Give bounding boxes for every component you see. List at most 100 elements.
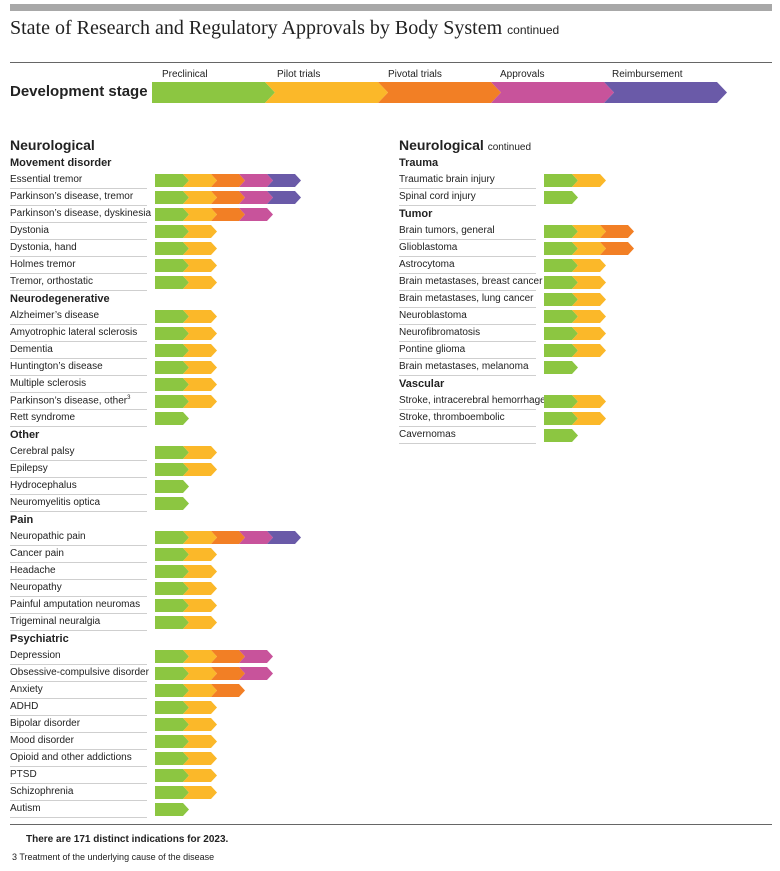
stage-arrow-shape: [152, 82, 275, 103]
stage-progress: [544, 412, 606, 425]
stage-segment: [267, 174, 301, 187]
stage-progress: [155, 599, 217, 612]
stage-segment: [155, 344, 189, 357]
stage-progress: [155, 446, 217, 459]
indication-label: Neuropathy: [10, 582, 62, 593]
stage-segment: [183, 327, 217, 340]
stage-progress: [544, 276, 606, 289]
indication-label: Brain metastases, breast cancer: [399, 276, 542, 287]
indication-label: Brain tumors, general: [399, 225, 495, 236]
stage-segment: [155, 667, 189, 680]
indication-label-text: Pontine glioma: [399, 344, 466, 355]
category-header: Neurodegenerative: [10, 293, 110, 305]
stage-progress: [544, 225, 634, 238]
row-separator: [10, 341, 147, 342]
indication-label-text: Dystonia, hand: [10, 242, 77, 253]
row-separator: [10, 715, 147, 716]
row-separator: [10, 766, 147, 767]
stage-progress: [155, 650, 273, 663]
indication-row: Depression: [10, 648, 315, 665]
indication-label-text: Brain metastases, lung cancer: [399, 293, 534, 304]
indication-row: Anxiety: [10, 682, 315, 699]
row-separator: [399, 426, 536, 427]
stage-segment: [155, 684, 189, 697]
development-stage-label: Development stage: [10, 83, 148, 100]
stage-segment: [155, 208, 189, 221]
stage-segment: [183, 378, 217, 391]
indication-label: Astrocytoma: [399, 259, 455, 270]
indication-label: Neuromyelitis optica: [10, 497, 100, 508]
indication-row: Hydrocephalus: [10, 478, 315, 495]
indication-label: Alzheimer’s disease: [10, 310, 99, 321]
stage-segment: [544, 259, 578, 272]
stage-segment: [544, 429, 578, 442]
stage-segment: [155, 735, 189, 748]
stage-arrow: [604, 82, 727, 103]
stage-segment: [155, 650, 189, 663]
stage-progress: [155, 191, 301, 204]
stage-segment: [183, 191, 217, 204]
right-section-title: Neurological continued: [399, 137, 531, 153]
stage-segment: [183, 463, 217, 476]
stage-label: Preclinical: [162, 69, 208, 80]
stage-segment: [544, 174, 578, 187]
row-separator: [399, 205, 536, 206]
indication-label: Cerebral palsy: [10, 446, 74, 457]
stage-arrow-shape: [491, 82, 614, 103]
stage-progress: [544, 242, 634, 255]
indication-row: Mood disorder: [10, 733, 315, 750]
indication-label: Trigeminal neuralgia: [10, 616, 100, 627]
stage-progress: [544, 429, 578, 442]
stage-segment: [183, 208, 217, 221]
stage-segment: [155, 395, 189, 408]
indication-label-text: Headache: [10, 565, 56, 576]
left-section-title: Neurological: [10, 137, 95, 153]
row-separator: [399, 256, 536, 257]
stage-segment: [155, 191, 189, 204]
indication-label: Anxiety: [10, 684, 43, 695]
stage-progress: [155, 378, 217, 391]
indication-label: Dementia: [10, 344, 53, 355]
indication-label-text: Parkinson’s disease, other: [10, 395, 128, 407]
category-header: Vascular: [399, 378, 445, 390]
indication-row: Dystonia, hand: [10, 240, 315, 257]
stage-progress: [155, 582, 217, 595]
category-header: Movement disorder: [10, 157, 112, 169]
row-separator: [10, 511, 147, 512]
row-separator: [399, 375, 536, 376]
indication-row: Parkinson’s disease, other3: [10, 393, 315, 410]
stage-arrow-shape: [378, 82, 501, 103]
indication-label-text: Glioblastoma: [399, 242, 458, 253]
indication-label-text: Multiple sclerosis: [10, 378, 87, 389]
page-title: State of Research and Regulatory Approva…: [10, 17, 559, 40]
indication-row: Tremor, orthostatic: [10, 274, 315, 291]
stage-segment: [183, 718, 217, 731]
stage-segment: [183, 174, 217, 187]
indication-label-text: Parkinson’s disease, dyskinesia: [10, 208, 152, 219]
indication-label: Spinal cord injury: [399, 191, 476, 202]
stage-segment: [155, 242, 189, 255]
stage-progress: [544, 259, 606, 272]
stage-segment: [155, 548, 189, 561]
stage-segment: [155, 259, 189, 272]
indication-row: Rett syndrome: [10, 410, 315, 427]
indication-label-text: Astrocytoma: [399, 259, 455, 270]
stage-segment: [544, 242, 578, 255]
stage-progress: [155, 718, 217, 731]
row-separator: [10, 749, 147, 750]
indication-row: Amyotrophic lateral sclerosis: [10, 325, 315, 342]
indication-label-text: Dystonia: [10, 225, 49, 236]
indication-label: Depression: [10, 650, 61, 661]
stage-segment: [211, 684, 245, 697]
footnote-marker: 3: [127, 395, 131, 401]
stage-segment: [544, 293, 578, 306]
stage-segment: [544, 225, 578, 238]
indication-label-text: Cavernomas: [399, 429, 456, 440]
stage-segment: [572, 344, 606, 357]
indication-label: Cancer pain: [10, 548, 64, 559]
stage-segment: [155, 310, 189, 323]
indication-label-text: Alzheimer’s disease: [10, 310, 100, 321]
stage-segment: [155, 718, 189, 731]
indication-label: Dystonia: [10, 225, 49, 236]
row-separator: [399, 307, 536, 308]
